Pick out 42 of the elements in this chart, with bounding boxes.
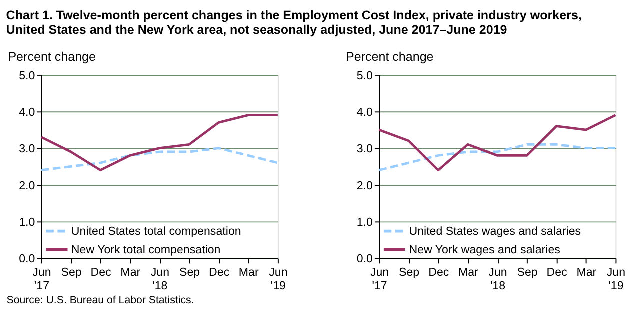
y-tick-label: 5.0 [19,70,36,82]
y-tick-label: 5.0 [356,70,374,82]
y-axis-title: Percent change [8,50,96,64]
x-tick-label: Jun '17 [32,267,52,293]
y-tick-label: 2.0 [19,180,36,192]
line-series [40,114,280,172]
x-tick-label: Dec [209,267,230,280]
y-tick-label: 4.0 [356,107,374,120]
x-tick-label: Dec [428,267,450,280]
y-tick-label: 3.0 [356,144,374,156]
y-tick-label: 3.0 [19,144,36,156]
x-tick-label: Sep [179,267,200,280]
legend-label: United States total compensation [71,226,242,238]
source-note: Source: U.S. Bureau of Labor Statistics. [6,294,194,307]
chart-title: Chart 1. Twelve-month percent changes in the Employment Cost Index, private industry workers, United States and the New York area, not seasonally adjusted, June 2017–June 2019 [6,8,582,37]
y-axis-title: Percent change [346,50,434,64]
y-tick-label: 2.0 [356,180,374,192]
legend-label: New York wages and salaries [409,244,561,257]
y-tick-label: 1.0 [356,217,374,230]
x-tick-label: Sep [61,267,82,280]
y-tick-label: 4.0 [19,107,36,120]
x-tick-label: Dec [546,267,568,280]
y-tick-label: 1.0 [19,217,36,230]
line-series [378,114,617,172]
legend-label: New York total compensation [71,244,221,257]
line-series [378,143,617,172]
y-tick-label: 0.0 [356,254,374,266]
x-tick-label: Dec [90,267,112,280]
x-tick-label: Jun '19 [269,267,288,293]
x-tick-label: Mar [458,267,479,280]
legend-label: United States wages and salaries [409,226,582,238]
x-tick-label: Jun '18 [150,267,170,293]
x-tick-label: Jun '17 [370,267,390,293]
y-tick-label: 0.0 [19,254,36,266]
x-tick-label: Sep [399,267,420,280]
x-tick-label: Jun '19 [606,267,626,293]
x-tick-label: Sep [517,267,538,280]
x-tick-label: Mar [238,267,259,280]
x-tick-label: Mar [576,267,597,280]
x-tick-label: Jun '18 [488,267,508,293]
line-series [40,147,280,172]
x-tick-label: Mar [120,267,141,280]
